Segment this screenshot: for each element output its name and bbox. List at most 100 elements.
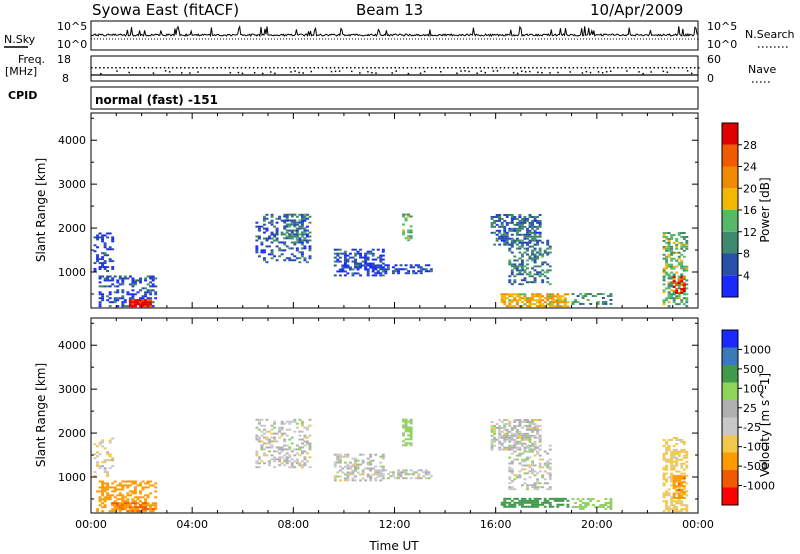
frequency-point (103, 67, 105, 69)
data-cell (265, 229, 269, 232)
data-cell (533, 239, 537, 242)
frequency-point (596, 67, 599, 69)
data-cell (290, 464, 294, 467)
colorbar-tick-label: 1000 (743, 343, 771, 356)
data-cell (303, 444, 307, 447)
data-cell (518, 474, 522, 477)
data-cell (670, 502, 674, 505)
data-cell (409, 229, 413, 232)
data-cell (520, 436, 524, 439)
data-cell (308, 442, 312, 445)
data-cell (662, 235, 666, 238)
data-cell (409, 225, 413, 228)
data-cell (361, 453, 365, 456)
data-cell (523, 501, 527, 504)
data-cell (528, 484, 532, 487)
data-cell (113, 508, 117, 511)
data-cell (493, 430, 497, 433)
data-cell (531, 472, 535, 475)
data-cell (424, 477, 428, 480)
data-cell (675, 448, 679, 451)
data-cell (513, 227, 517, 230)
frequency-point (171, 67, 174, 69)
data-cell (354, 475, 357, 478)
data-cell (149, 510, 153, 513)
frequency-point (224, 67, 227, 69)
colorbar-tick-label: 4 (743, 269, 750, 282)
data-cell (541, 253, 545, 256)
data-cell (503, 432, 507, 435)
data-cell (498, 428, 502, 431)
data-cell (285, 462, 289, 465)
nave-point (650, 71, 652, 73)
data-cell (136, 303, 140, 306)
data-cell (520, 269, 524, 272)
data-cell (518, 233, 522, 236)
data-cell (131, 289, 135, 292)
data-cell (341, 268, 345, 271)
data-cell (144, 482, 148, 485)
data-cell (133, 504, 137, 507)
data-cell (672, 291, 676, 294)
data-cell (513, 299, 517, 302)
data-cell (515, 446, 519, 449)
data-cell (305, 440, 309, 443)
data-cell (677, 287, 681, 290)
data-cell (255, 249, 259, 252)
data-cell (548, 468, 552, 471)
data-cell (665, 271, 669, 274)
data-cell (255, 235, 259, 238)
data-cell (510, 470, 514, 473)
data-cell (520, 426, 524, 429)
data-cell (520, 273, 524, 276)
data-cell (427, 477, 431, 480)
data-cell (536, 221, 540, 224)
data-cell (682, 454, 686, 457)
data-cell (412, 272, 416, 275)
data-cell (518, 432, 522, 435)
data-cell (518, 305, 522, 308)
data-cell (384, 272, 388, 275)
data-cell (533, 273, 537, 276)
data-cell (515, 237, 519, 240)
data-cell (667, 448, 671, 451)
data-cell (101, 484, 105, 487)
data-cell (667, 476, 671, 479)
frequency-point (147, 67, 150, 69)
data-cell (662, 283, 666, 286)
data-cell (523, 472, 527, 475)
data-cell (558, 295, 562, 298)
data-cell (526, 446, 529, 449)
data-cell (662, 474, 666, 477)
data-cell (543, 305, 547, 308)
data-cell (108, 297, 112, 300)
data-cell (255, 452, 259, 455)
data-cell (255, 221, 259, 224)
data-cell (508, 456, 512, 459)
data-cell (523, 297, 527, 300)
data-cell (103, 467, 107, 470)
data-cell (283, 215, 287, 218)
data-cell (513, 259, 517, 262)
data-cell (531, 503, 535, 506)
data-cell (541, 474, 545, 477)
frequency-point (629, 67, 631, 69)
colorbar-tick-label: -1000 (743, 480, 775, 493)
colorbar-tick-label: 100 (743, 382, 764, 395)
data-cell (526, 247, 529, 250)
data-cell (139, 299, 142, 302)
data-cell (498, 424, 502, 427)
data-cell (255, 245, 259, 248)
data-cell (670, 458, 674, 461)
data-cell (670, 476, 674, 479)
data-cell (677, 454, 681, 457)
data-cell (528, 422, 532, 425)
data-cell (536, 497, 540, 500)
data-cell (533, 428, 537, 431)
data-cell (404, 430, 408, 433)
data-cell (354, 260, 357, 263)
frequency-point (617, 67, 619, 69)
data-cell (141, 502, 145, 505)
data-cell (139, 279, 142, 282)
